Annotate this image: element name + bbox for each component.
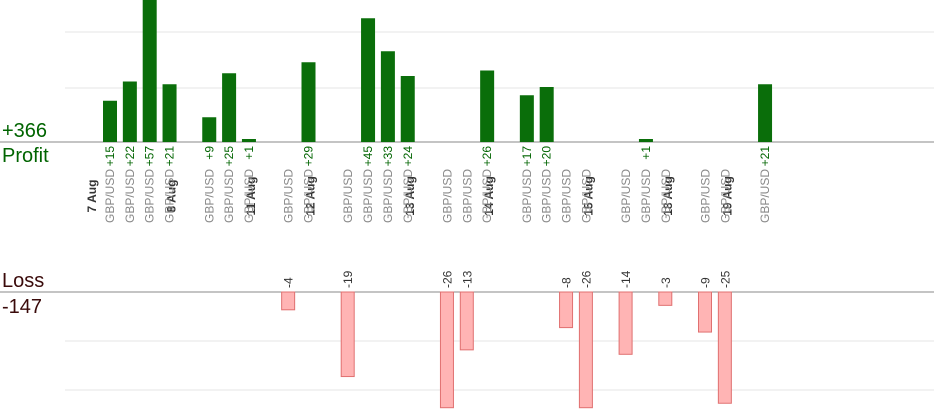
profit-value-label: +17 <box>520 146 534 167</box>
pair-label: GBP/USD <box>619 169 633 223</box>
profit-value-label: +29 <box>302 146 316 167</box>
loss-bar <box>698 291 712 333</box>
profit-bar <box>241 139 256 142</box>
profit-bar <box>380 51 395 142</box>
pair-label: GBP/USD <box>381 169 395 223</box>
profit-bar <box>202 117 217 142</box>
loss-value-label: -4 <box>282 277 296 288</box>
pair-label: GBP/USD <box>103 169 117 223</box>
profit-bar <box>162 84 177 142</box>
profit-bar <box>480 70 495 142</box>
profit-value-label: +57 <box>143 146 157 167</box>
profit-value-label: +15 <box>103 146 117 167</box>
profit-value-label: +21 <box>758 146 772 167</box>
pair-label: GBP/USD <box>699 169 713 223</box>
loss-bar <box>717 291 732 404</box>
pair-label: GBP/USD <box>440 169 454 223</box>
date-label: 11 Aug <box>244 177 258 216</box>
pair-label: GBP/USD <box>401 169 415 223</box>
pair-label: GBP/USD <box>579 169 593 223</box>
pair-label: GBP/USD <box>302 169 316 223</box>
loss-bar <box>439 291 454 409</box>
date-label: 18 Aug <box>661 176 675 216</box>
profit-value-label: +45 <box>361 146 375 167</box>
profit-value-label: +26 <box>480 146 494 167</box>
pair-label: GBP/USD <box>202 169 216 223</box>
loss-value-label: -25 <box>718 270 732 288</box>
pair-label: GBP/USD <box>639 169 653 223</box>
profit-value-label: +1 <box>242 146 256 160</box>
profit-bar <box>638 139 653 142</box>
pair-label: GBP/USD <box>659 169 673 223</box>
date-label: 8 Aug <box>165 180 179 213</box>
loss-total: -147 <box>2 296 43 318</box>
profit-bar <box>122 81 137 142</box>
loss-bar <box>340 291 355 378</box>
pair-label: GBP/USD <box>143 169 157 223</box>
pair-label: GBP/USD <box>560 169 574 223</box>
date-label: 13 Aug <box>403 176 417 216</box>
pair-label: GBP/USD <box>123 169 137 223</box>
profit-value-label: +33 <box>381 146 395 167</box>
loss-value-label: -14 <box>619 270 633 288</box>
profit-bar <box>400 76 415 142</box>
loss-value-label: -26 <box>579 270 593 288</box>
date-label: 19 Aug <box>720 176 734 216</box>
pair-label: GBP/USD <box>540 169 554 223</box>
pair-label: GBP/USD <box>758 169 772 223</box>
date-label: 14 Aug <box>482 176 496 216</box>
profit-value-label: +22 <box>123 146 137 167</box>
profit-label: Profit <box>2 145 49 167</box>
profit-bar <box>142 0 157 142</box>
loss-value-label: -8 <box>560 277 574 288</box>
loss-bar <box>578 291 593 409</box>
pair-label: GBP/USD <box>520 169 534 223</box>
profit-value-label: +20 <box>540 146 554 167</box>
profit-bar <box>361 18 376 142</box>
pair-label: GBP/USD <box>163 169 177 223</box>
loss-value-label: -26 <box>440 270 454 288</box>
loss-bar <box>559 291 574 329</box>
profit-bar <box>758 84 773 142</box>
loss-value-label: -9 <box>699 277 713 288</box>
loss-bar <box>459 291 474 351</box>
date-label: 12 Aug <box>304 176 318 216</box>
profit-value-label: +1 <box>639 146 653 160</box>
profit-bar <box>222 73 237 142</box>
loss-bar <box>281 291 296 311</box>
loss-value-label: -13 <box>460 270 474 288</box>
loss-bar <box>658 291 673 306</box>
pair-label: GBP/USD <box>361 169 375 223</box>
loss-bar <box>618 291 633 355</box>
loss-label: Loss <box>2 270 45 292</box>
profit-value-label: +24 <box>401 146 415 167</box>
profit-value-label: +21 <box>163 146 177 167</box>
pair-label: GBP/USD <box>480 169 494 223</box>
loss-value-label: -3 <box>659 277 673 288</box>
profit-total: +366 <box>2 120 48 142</box>
pair-label: GBP/USD <box>341 169 355 223</box>
date-label: 15 Aug <box>581 176 595 216</box>
date-label: 7 Aug <box>85 180 99 213</box>
pair-label: GBP/USD <box>222 169 236 223</box>
profit-bar <box>519 95 534 142</box>
pair-label: GBP/USD <box>242 169 256 223</box>
pair-label: GBP/USD <box>282 169 296 223</box>
profit-value-label: +9 <box>202 146 216 160</box>
profit-bar <box>103 100 117 142</box>
profit-bar <box>539 87 554 142</box>
profit-value-label: +25 <box>222 146 236 167</box>
profit-bar <box>301 62 316 142</box>
pair-label: GBP/USD <box>460 169 474 223</box>
loss-value-label: -19 <box>341 270 355 288</box>
pair-label: GBP/USD <box>718 169 732 223</box>
